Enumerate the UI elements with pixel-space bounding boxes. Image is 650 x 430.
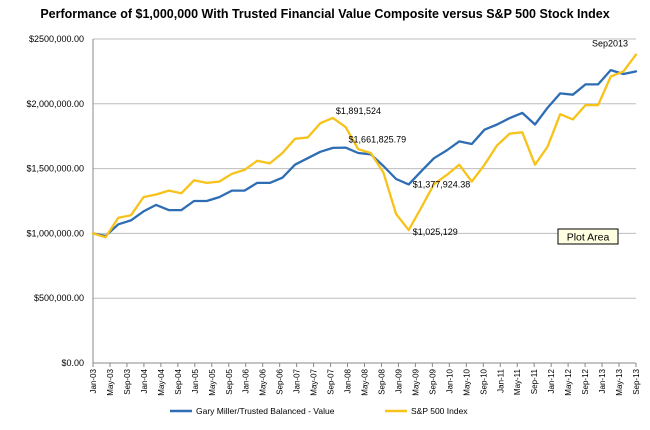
x-tick-labels: Jan-03 May-03 Sep-03 Jan-04 May-04 Sep-04 Jan-… bbox=[89, 368, 641, 395]
plot-area-tooltip: Plot Area bbox=[557, 228, 619, 245]
x-tick-label: Sep-08 bbox=[377, 368, 386, 394]
x-tick-label: May-11 bbox=[513, 368, 522, 395]
x-tick-label: May-13 bbox=[615, 368, 624, 395]
x-tick-label: Jan-07 bbox=[293, 368, 302, 393]
x-tick-label: May-09 bbox=[411, 368, 420, 395]
series-line-0 bbox=[91, 68, 638, 238]
x-tick-label: Sep-04 bbox=[174, 368, 183, 394]
x-tick-label: Jan-08 bbox=[344, 368, 353, 393]
x-tick-label: Sep-09 bbox=[428, 368, 437, 394]
x-tick-label: Jan-03 bbox=[89, 368, 98, 393]
y-tick-label: $2,000,000.00 bbox=[26, 99, 84, 109]
y-tick-label: $1,500,000.00 bbox=[26, 164, 84, 174]
data-label: $1,891,524 bbox=[336, 106, 381, 116]
series-lines bbox=[91, 53, 638, 239]
x-tick-label: Sep-06 bbox=[276, 368, 285, 394]
annotations: $1,891,524 $1,661,825.79 $1,377,924.38 $1,0… bbox=[336, 39, 628, 238]
gridlines bbox=[93, 38, 636, 299]
data-label: Sep2013 bbox=[592, 39, 628, 49]
x-tick-label: May-12 bbox=[564, 368, 573, 395]
data-label: $1,661,825.79 bbox=[349, 135, 407, 145]
x-tick-label: Jan-12 bbox=[547, 368, 556, 393]
x-tick-label: May-10 bbox=[462, 368, 471, 395]
y-tick-label: $500,000.00 bbox=[34, 293, 84, 303]
data-label: $1,377,924.38 bbox=[413, 179, 471, 189]
x-tick-label: Sep-11 bbox=[530, 368, 539, 394]
y-tick-label: $2500,000.00 bbox=[29, 34, 84, 44]
data-label: $1,025,129 bbox=[413, 227, 458, 237]
legend-label: Gary Miller/Trusted Balanced - Value bbox=[196, 406, 335, 416]
x-tick-label: Sep-03 bbox=[123, 368, 132, 394]
legend: Gary Miller/Trusted Balanced - Value S&P … bbox=[170, 406, 468, 416]
legend-label: S&P 500 Index bbox=[411, 406, 468, 416]
plot-area-label: Plot Area bbox=[567, 232, 610, 244]
x-tick-label: May-04 bbox=[157, 368, 166, 395]
x-tick-label: May-06 bbox=[259, 368, 268, 395]
y-tick-labels: $0.00 $500,000.00 $1,000,000.00 $1,500,000.… bbox=[26, 34, 84, 368]
x-tick-label: May-03 bbox=[106, 368, 115, 395]
plot-area-box bbox=[557, 228, 619, 245]
x-tick-label: Sep-05 bbox=[225, 368, 234, 394]
chart-title: Performance of $1,000,000 With Trusted F… bbox=[40, 7, 610, 21]
x-tick-label: Jan-04 bbox=[140, 368, 149, 393]
x-tick-label: Sep-13 bbox=[632, 368, 641, 394]
x-tick-label: Jan-06 bbox=[242, 368, 251, 393]
x-tick-label: Jan-05 bbox=[191, 368, 200, 393]
x-tick-label: May-08 bbox=[361, 368, 370, 395]
x-tick-label: Sep-12 bbox=[581, 368, 590, 394]
x-tick-label: Jan-09 bbox=[394, 368, 403, 393]
x-tick-label: Jan-13 bbox=[598, 368, 607, 393]
y-tick-label: $1,000,000.00 bbox=[26, 228, 84, 238]
x-tick-label: Sep-07 bbox=[327, 368, 336, 394]
x-tick-label: Jan-11 bbox=[496, 368, 505, 392]
x-tick-label: Jan-10 bbox=[445, 368, 454, 393]
x-tick-label: Sep-10 bbox=[479, 368, 488, 394]
y-tick-label: $0.00 bbox=[61, 358, 84, 368]
x-tick-label: May-07 bbox=[310, 368, 319, 395]
axes bbox=[92, 39, 637, 367]
x-tick-label: May-05 bbox=[208, 368, 217, 395]
series-line-1 bbox=[91, 53, 638, 239]
